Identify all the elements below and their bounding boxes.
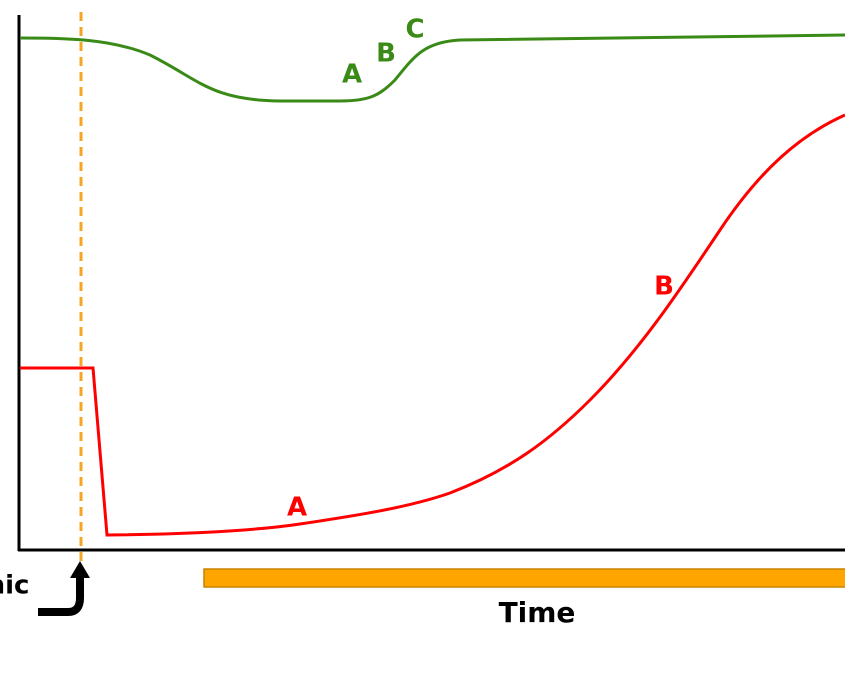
arrow-head <box>70 561 90 578</box>
green-label: C <box>405 15 424 45</box>
green-label: B <box>376 39 396 69</box>
green-label: A <box>342 60 362 90</box>
green-curve <box>19 33 845 103</box>
time-bar <box>203 568 845 588</box>
axis-label: Time <box>499 596 576 629</box>
red-label: B <box>654 272 674 302</box>
marker-arrow <box>38 575 84 616</box>
marker-label: nic <box>0 571 29 601</box>
red-curve <box>20 113 845 537</box>
red-label: A <box>287 493 307 523</box>
